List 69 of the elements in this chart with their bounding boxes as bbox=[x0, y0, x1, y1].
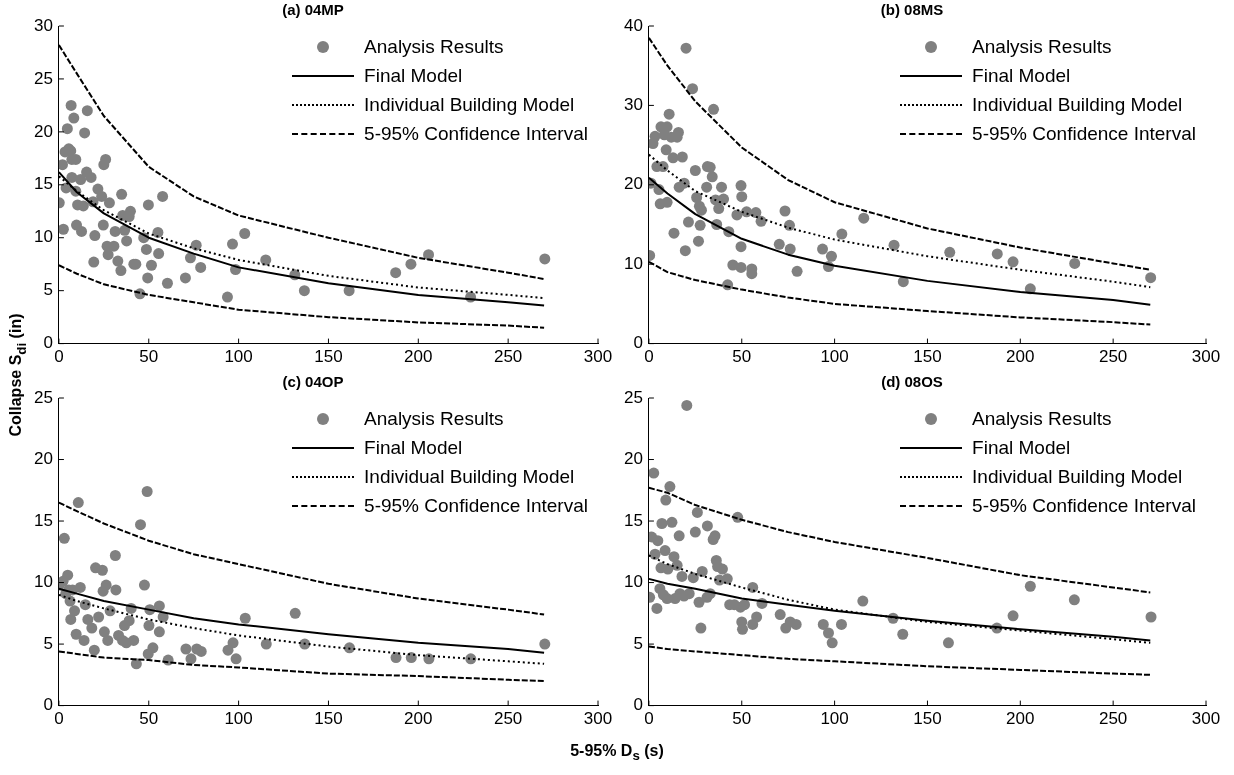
y-tick-label: 10 bbox=[623, 253, 643, 273]
y-tick-label: 20 bbox=[623, 174, 643, 194]
legend-label: Final Model bbox=[972, 436, 1071, 460]
legend-label: Final Model bbox=[364, 64, 463, 88]
x-tick-label: 250 bbox=[493, 347, 523, 367]
x-tick-label: 150 bbox=[913, 709, 942, 729]
x-tick-label: 100 bbox=[224, 347, 253, 367]
x-tick-label: 200 bbox=[1006, 709, 1035, 729]
x-tick-label: 50 bbox=[732, 347, 752, 367]
legend-label: Analysis Results bbox=[972, 407, 1112, 431]
x-tick-label: 50 bbox=[139, 347, 159, 367]
x-tick-label: 250 bbox=[1098, 347, 1128, 367]
y-tick-label: 0 bbox=[633, 695, 643, 715]
y-tick-label: 15 bbox=[33, 174, 53, 194]
y-tick-label: 25 bbox=[33, 387, 53, 407]
x-tick-label: 200 bbox=[404, 709, 433, 729]
legend-label: 5-95% Confidence Interval bbox=[364, 494, 588, 518]
x-tick-label: 150 bbox=[913, 347, 942, 367]
legend-label: Individual Building Model bbox=[972, 93, 1183, 117]
legend-label: Analysis Results bbox=[364, 407, 504, 431]
y-tick-label: 25 bbox=[623, 387, 643, 407]
chart-title: (a) 04MP bbox=[282, 1, 344, 19]
legend-label: Individual Building Model bbox=[364, 465, 575, 489]
legend-label: Individual Building Model bbox=[972, 465, 1183, 489]
chart-title: (c) 04OP bbox=[282, 373, 344, 391]
y-tick-label: 30 bbox=[33, 15, 53, 35]
y-tick-label: 10 bbox=[33, 572, 53, 592]
x-tick-label: 300 bbox=[1191, 347, 1221, 367]
legend-label: Analysis Results bbox=[972, 35, 1112, 59]
legend-label: 5-95% Confidence Interval bbox=[972, 494, 1196, 518]
x-tick-label: 150 bbox=[314, 709, 343, 729]
chart-title: (b) 08MS bbox=[880, 1, 944, 19]
legend-label: Final Model bbox=[972, 64, 1071, 88]
x-axis-title: 5-95% D$_{s}$ (s) bbox=[570, 742, 664, 764]
y-tick-label: 0 bbox=[633, 333, 643, 353]
x-tick-label: 250 bbox=[493, 709, 523, 729]
y-tick-label: 5 bbox=[43, 280, 53, 300]
legend-label: 5-95% Confidence Interval bbox=[972, 122, 1196, 146]
legend-label: Individual Building Model bbox=[364, 93, 575, 117]
legend-label: Final Model bbox=[364, 436, 463, 460]
x-tick-label: 50 bbox=[732, 709, 752, 729]
chart-title: (d) 08OS bbox=[881, 373, 943, 391]
y-tick-label: 20 bbox=[623, 449, 643, 469]
y-tick-label: 20 bbox=[33, 449, 53, 469]
x-tick-label: 300 bbox=[1191, 709, 1221, 729]
y-tick-label: 20 bbox=[33, 121, 53, 141]
y-tick-label: 10 bbox=[33, 227, 53, 247]
y-tick-label: 15 bbox=[33, 510, 53, 530]
x-tick-label: 300 bbox=[583, 709, 613, 729]
y-tick-label: 30 bbox=[623, 95, 643, 115]
y-tick-label: 0 bbox=[43, 333, 53, 353]
x-tick-label: 250 bbox=[1098, 709, 1128, 729]
x-tick-label: 150 bbox=[314, 347, 343, 367]
x-tick-label: 200 bbox=[404, 347, 433, 367]
y-tick-label: 5 bbox=[43, 633, 53, 653]
y-tick-label: 5 bbox=[633, 633, 643, 653]
y-tick-label: 10 bbox=[623, 572, 643, 592]
x-tick-label: 300 bbox=[583, 347, 613, 367]
y-tick-label: 25 bbox=[33, 68, 53, 88]
legend-label: 5-95% Confidence Interval bbox=[364, 122, 588, 146]
x-tick-label: 200 bbox=[1006, 347, 1035, 367]
y-tick-label: 40 bbox=[623, 15, 643, 35]
x-tick-label: 100 bbox=[820, 709, 849, 729]
x-tick-label: 50 bbox=[139, 709, 159, 729]
x-tick-label: 100 bbox=[820, 347, 849, 367]
y-tick-label: 0 bbox=[43, 695, 53, 715]
legend-label: Analysis Results bbox=[364, 35, 504, 59]
y-tick-label: 15 bbox=[623, 510, 643, 530]
x-tick-label: 100 bbox=[224, 709, 253, 729]
